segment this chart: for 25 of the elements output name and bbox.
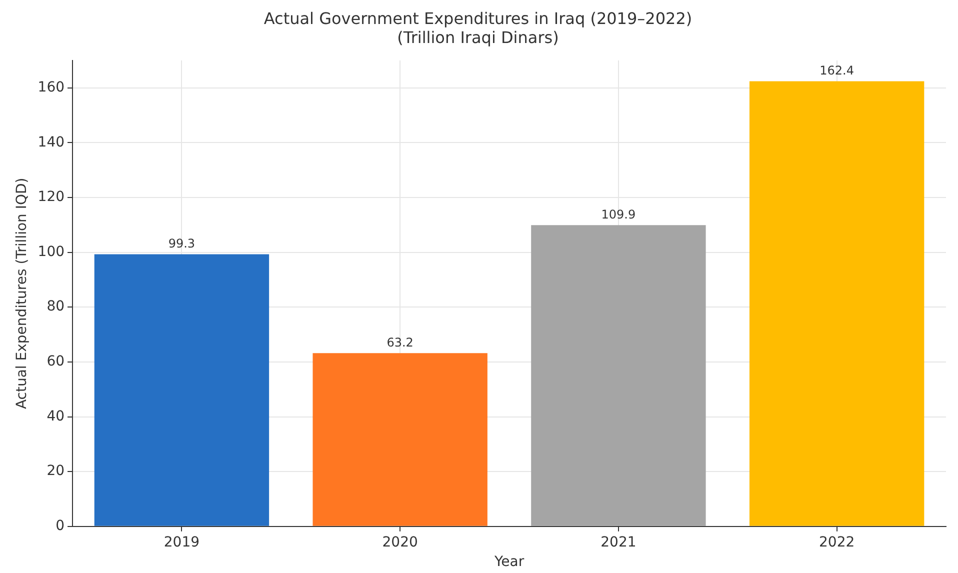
y-tick-label: 160: [38, 79, 65, 96]
chart-title: Actual Government Expenditures in Iraq (2019–2022): [264, 8, 692, 28]
x-axis-title: Year: [493, 554, 524, 570]
y-tick-label: 120: [38, 189, 65, 206]
bar: [94, 254, 270, 526]
y-tick-label: 20: [46, 463, 65, 480]
y-tick-label: 80: [46, 298, 65, 315]
x-tick-label: 2019: [164, 534, 200, 550]
y-tick-label: 140: [38, 134, 65, 150]
bar: [749, 81, 924, 526]
y-tick-label: 60: [46, 354, 65, 370]
y-tick-label: 40: [46, 408, 65, 424]
chart-subtitle: (Trillion Iraqi Dinars): [397, 28, 559, 47]
x-tick-label: 2022: [818, 534, 855, 550]
y-tick-label: 0: [56, 518, 65, 534]
x-tick-label: 2021: [600, 534, 636, 550]
data-label: 162.4: [820, 63, 854, 78]
bar: [312, 353, 488, 526]
data-label: 63.2: [386, 335, 414, 350]
data-label: 99.3: [168, 236, 196, 250]
bar: [531, 225, 706, 526]
y-tick-label: 100: [38, 244, 65, 260]
y-axis-title: Actual Expenditures (Trillion IQD): [14, 178, 30, 410]
x-tick-label: 2020: [382, 534, 418, 550]
data-label: 109.9: [601, 207, 636, 222]
